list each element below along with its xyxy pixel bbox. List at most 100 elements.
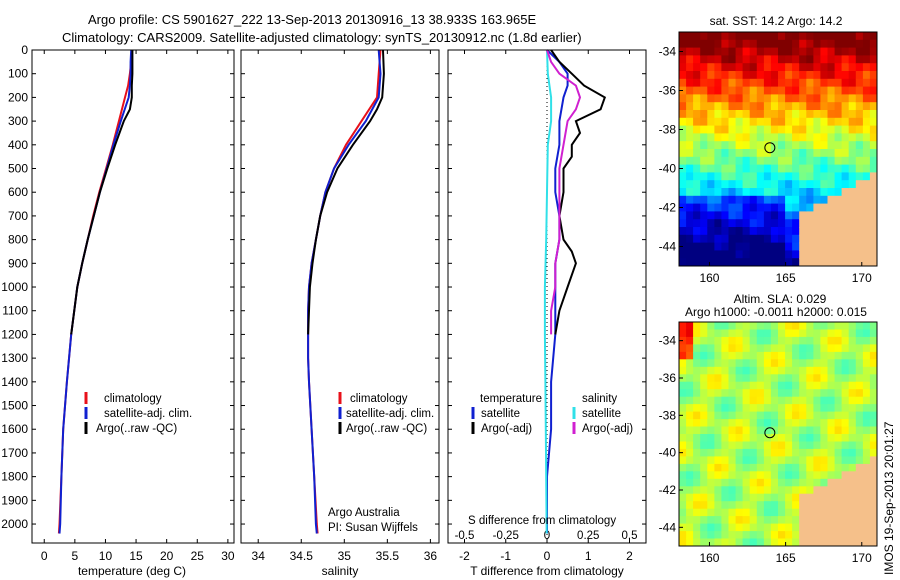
map-cell (721, 117, 730, 127)
map-cell (848, 102, 857, 111)
map-cell (778, 227, 786, 236)
map-cell (820, 227, 829, 236)
map-cell (749, 523, 758, 532)
map-cell (721, 110, 730, 119)
map-cell (813, 441, 822, 450)
map-cell (721, 156, 730, 166)
map-cell (827, 258, 836, 266)
map-cell (679, 419, 687, 428)
map-cell (792, 180, 800, 189)
map-cell (749, 39, 758, 49)
map-cell (735, 227, 744, 236)
map-cell (820, 32, 829, 41)
map-cell (728, 219, 737, 228)
map-cell (813, 351, 822, 360)
map-cell (756, 180, 765, 189)
map-cell (707, 195, 715, 205)
map-cell (700, 322, 708, 331)
map-cell (693, 396, 701, 405)
map-cell (869, 125, 877, 134)
map-cell (841, 149, 850, 158)
map-cell (749, 47, 758, 56)
map-cell (806, 63, 814, 72)
map-cell (763, 180, 772, 189)
map-cell (841, 389, 850, 398)
map-cell (855, 493, 864, 502)
map-cell (848, 426, 857, 435)
map-cell (862, 523, 871, 532)
map-cell (700, 164, 708, 173)
map-cell (799, 164, 807, 173)
map-cell (785, 448, 793, 457)
map-cell (806, 336, 814, 345)
map-cell (869, 516, 877, 525)
map-cell (770, 344, 779, 353)
map-cell (869, 195, 877, 205)
map-cell (792, 86, 800, 95)
map-cell (735, 149, 744, 158)
map-cell (841, 396, 850, 405)
map-cell (679, 149, 687, 158)
map-cell (848, 501, 857, 510)
map-cell (770, 501, 779, 510)
map-cell (820, 219, 829, 228)
map-cell (848, 55, 857, 64)
map-cell (806, 374, 814, 383)
map-cell (700, 39, 708, 49)
map-cell (869, 242, 877, 251)
map-cell (848, 86, 857, 95)
map-cell (742, 258, 751, 266)
top-x-tick-label: 0.5 (622, 530, 638, 542)
map-cell (749, 538, 758, 546)
map-cell (827, 336, 836, 345)
map-cell (820, 538, 829, 546)
map-cell (841, 336, 850, 345)
map-cell (735, 336, 744, 345)
x-tick-label: 5 (72, 549, 79, 563)
map-cell (756, 32, 765, 41)
map-cell (686, 538, 694, 546)
map-cell (862, 110, 871, 119)
map-cell (763, 71, 772, 80)
sla-map-panel: Altim. SLA: 0.029 Argo h1000: -0.0011 h2… (659, 292, 878, 565)
map-cell (714, 531, 723, 540)
map-cell (679, 250, 687, 259)
map-cell (756, 110, 765, 119)
map-cell (862, 463, 871, 472)
map-cell (862, 396, 871, 405)
map-cell (834, 366, 843, 375)
map-cell (841, 78, 850, 88)
map-cell (749, 463, 758, 472)
map-cell (785, 531, 793, 540)
y-tick-label: 0 (21, 43, 28, 57)
map-cell (721, 234, 730, 244)
map-cell (693, 531, 701, 540)
map-cell (693, 78, 701, 88)
map-cell (742, 172, 751, 181)
map-cell (855, 172, 864, 181)
map-cell (770, 71, 779, 80)
map-cell (778, 219, 786, 228)
map-cell (799, 125, 807, 134)
x-tick-label: 0 (544, 549, 551, 563)
map-cell (813, 156, 822, 166)
map-cell (834, 117, 843, 127)
map-cell (742, 374, 751, 383)
map-cell (742, 329, 751, 338)
map-cell (855, 47, 864, 56)
map-cell (686, 351, 694, 360)
map-cell (799, 501, 807, 510)
map-cell (700, 250, 708, 259)
map-cell (792, 501, 800, 510)
map-cell (693, 180, 701, 189)
map-cell (869, 419, 877, 428)
map-cell (869, 39, 877, 49)
map-cell (728, 227, 737, 236)
map-cell (763, 336, 772, 345)
map-cell (686, 149, 694, 158)
x-tick-label: 35.5 (376, 549, 400, 563)
map-cell (686, 227, 694, 236)
map-cell (778, 366, 786, 375)
map-cell (869, 404, 877, 413)
map-cell (806, 250, 814, 259)
